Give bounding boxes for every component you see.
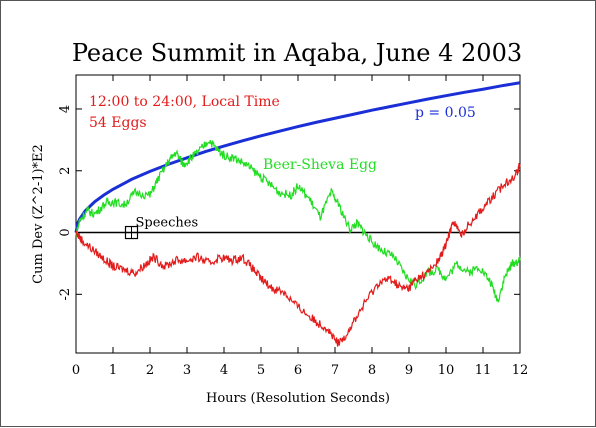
y-tick-label: 4 [58,105,73,113]
green-series-label: Beer-Sheva Egg [263,157,377,173]
x-tick-label: 4 [220,363,228,378]
speeches-label: Speeches [136,216,199,231]
p-value-label: p = 0.05 [415,105,476,121]
x-tick-label: 6 [294,363,302,378]
x-tick-label: 7 [331,363,339,378]
x-tick-label: 11 [475,363,492,378]
x-tick-label: 1 [109,363,117,378]
series-line-green [75,140,521,303]
x-tick-label: 5 [257,363,265,378]
x-tick-label: 12 [512,363,529,378]
y-tick-label: -2 [58,288,73,301]
x-tick-label: 10 [438,363,455,378]
y-tick-labels: -2 0 2 4 [58,105,73,301]
series-line-red [75,163,521,347]
y-axis-label: Cum Dev (Z^2-1)*E2 [31,144,46,284]
x-tick-label: 3 [183,363,191,378]
time-range-label: 12:00 to 24:00, Local Time [89,94,280,110]
x-tick-label: 8 [368,363,376,378]
y-tick-label: 2 [58,167,73,175]
eggs-label: 54 Eggs [89,115,147,131]
x-tick-labels: 0 1 2 3 4 5 6 7 8 9 10 11 12 [72,363,528,378]
x-axis-label: Hours (Resolution Seconds) [206,391,390,406]
y-tick-label: 0 [58,228,73,236]
x-tick-label: 0 [72,363,80,378]
x-tick-label: 2 [146,363,154,378]
x-tick-label: 9 [405,363,413,378]
series-line-p-value [74,81,521,233]
axis-ticks [75,75,521,353]
series-layer [74,81,521,347]
chart-title: Peace Summit in Aqaba, June 4 2003 [72,39,522,67]
